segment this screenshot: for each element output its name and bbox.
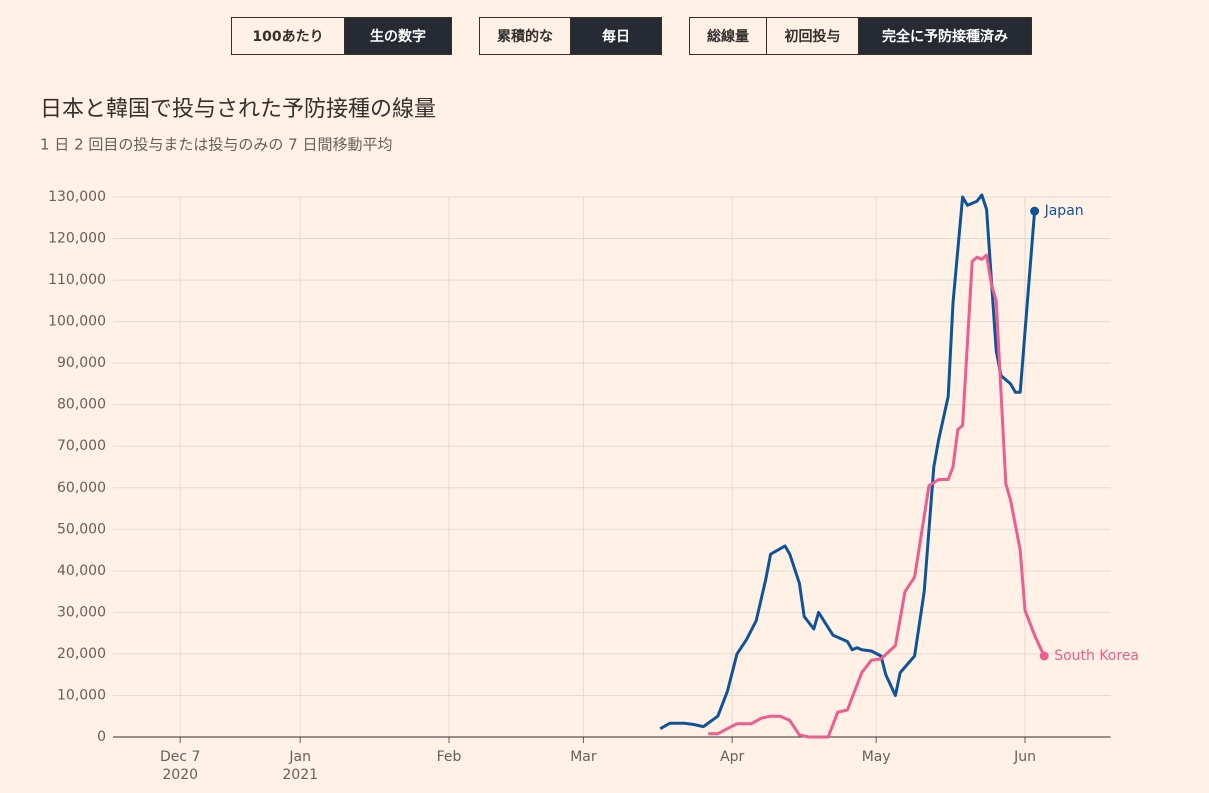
x-tick-label: Mar (570, 749, 597, 765)
series-label: Japan (1044, 203, 1084, 219)
y-tick-label: 80,000 (57, 397, 106, 413)
x-tick-label: May (862, 749, 891, 765)
toggle-group: 累積的な 毎日 (479, 17, 662, 55)
toggle-group: 100あたり 生の数字 (231, 17, 452, 55)
toggle-group: 総線量 初回投与 完全に予防接種済み (689, 17, 1032, 55)
end-dot (1030, 206, 1040, 216)
toggle-button[interactable]: 生の数字 (344, 18, 451, 54)
x-tick-label: Dec 7 (160, 749, 200, 765)
y-tick-label: 40,000 (57, 563, 106, 579)
x-tick-label: Apr (720, 749, 744, 765)
y-tick-label: 130,000 (48, 189, 106, 205)
end-dot (1039, 651, 1049, 661)
toggle-button[interactable]: 毎日 (570, 18, 661, 54)
x-tick-label: Feb (437, 749, 462, 765)
y-tick-label: 90,000 (57, 355, 106, 371)
y-tick-label: 70,000 (57, 438, 106, 454)
y-tick-label: 20,000 (57, 646, 106, 662)
toggle-button[interactable]: 初回投与 (766, 18, 858, 54)
toggle-button[interactable]: 100あたり (252, 29, 324, 45)
chart-subtitle: 1 日 2 回目の投与または投与のみの 7 日間移動平均 (40, 136, 392, 154)
toggle-button[interactable]: 総線量 (707, 29, 749, 45)
series-line (708, 253, 1046, 739)
y-tick-label: 10,000 (57, 687, 106, 703)
series-label: South Korea (1054, 648, 1139, 664)
toggle-button[interactable]: 累積的な (497, 29, 553, 45)
chart-title: 日本と韓国で投与された予防接種の線量 (40, 97, 436, 122)
y-tick-label: 0 (97, 729, 106, 745)
y-tick-label: 110,000 (48, 272, 106, 288)
x-tick-label: 2020 (162, 767, 198, 783)
series-line (659, 193, 1037, 731)
toggle-button[interactable]: 完全に予防接種済み (858, 18, 1031, 54)
y-tick-label: 100,000 (48, 314, 106, 330)
controls: 100あたり 生の数字 累積的な 毎日 総線量 初回投与 完全に予防接種済み (0, 17, 1209, 57)
y-tick-label: 30,000 (57, 604, 106, 620)
y-tick-label: 60,000 (57, 480, 106, 496)
y-tick-label: 50,000 (57, 521, 106, 537)
x-tick-label: Jan (288, 749, 311, 765)
x-tick-label: Jun (1013, 749, 1036, 765)
y-tick-label: 120,000 (48, 231, 106, 247)
x-tick-label: 2021 (282, 767, 318, 783)
